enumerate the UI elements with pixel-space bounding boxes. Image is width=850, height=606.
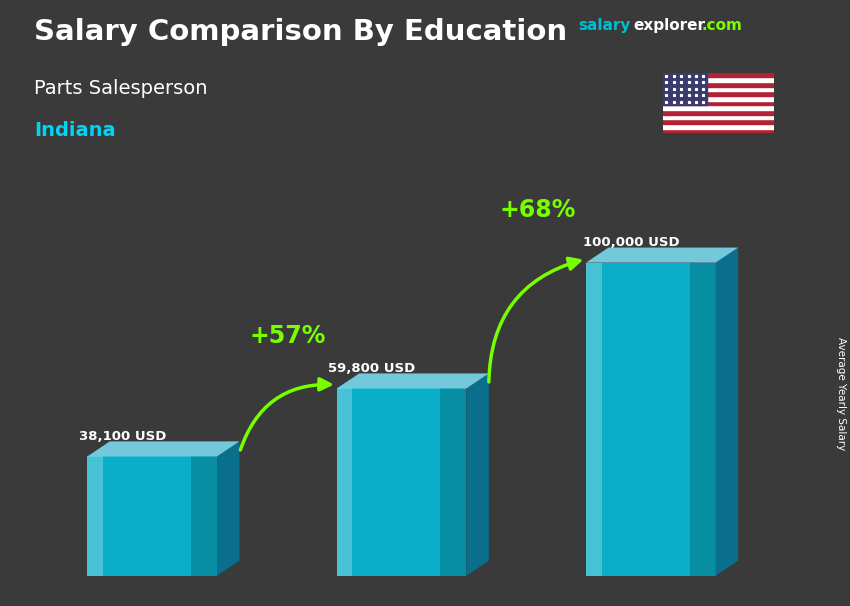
Text: +57%: +57% — [250, 324, 326, 348]
Bar — [663, 110, 774, 115]
Polygon shape — [88, 456, 217, 576]
Text: Parts Salesperson: Parts Salesperson — [34, 79, 207, 98]
Polygon shape — [586, 248, 738, 262]
Polygon shape — [337, 388, 352, 576]
Bar — [663, 124, 774, 128]
Bar — [663, 73, 774, 78]
Polygon shape — [337, 373, 489, 388]
Polygon shape — [191, 456, 217, 576]
Polygon shape — [467, 373, 489, 576]
Bar — [663, 119, 774, 124]
Bar — [663, 96, 774, 101]
Polygon shape — [337, 388, 467, 576]
Polygon shape — [586, 262, 716, 576]
Text: Salary Comparison By Education: Salary Comparison By Education — [34, 18, 567, 46]
Text: Average Yearly Salary: Average Yearly Salary — [836, 338, 846, 450]
Polygon shape — [586, 262, 602, 576]
Text: explorer: explorer — [633, 18, 706, 33]
Text: Indiana: Indiana — [34, 121, 116, 140]
Bar — [663, 128, 774, 133]
Bar — [663, 73, 707, 105]
Bar — [663, 105, 774, 110]
Polygon shape — [689, 262, 716, 576]
Text: .com: .com — [701, 18, 742, 33]
Text: 38,100 USD: 38,100 USD — [78, 430, 166, 443]
Bar — [663, 92, 774, 96]
Bar — [663, 78, 774, 82]
Text: +68%: +68% — [499, 198, 575, 222]
Text: salary: salary — [578, 18, 631, 33]
Polygon shape — [440, 388, 467, 576]
Polygon shape — [88, 456, 103, 576]
Bar — [663, 82, 774, 87]
Bar — [663, 115, 774, 119]
Bar — [663, 87, 774, 92]
Text: 59,800 USD: 59,800 USD — [328, 362, 416, 375]
Polygon shape — [88, 441, 240, 456]
Polygon shape — [217, 441, 240, 576]
Polygon shape — [716, 248, 738, 576]
Text: 100,000 USD: 100,000 USD — [582, 236, 679, 250]
Bar — [663, 101, 774, 105]
